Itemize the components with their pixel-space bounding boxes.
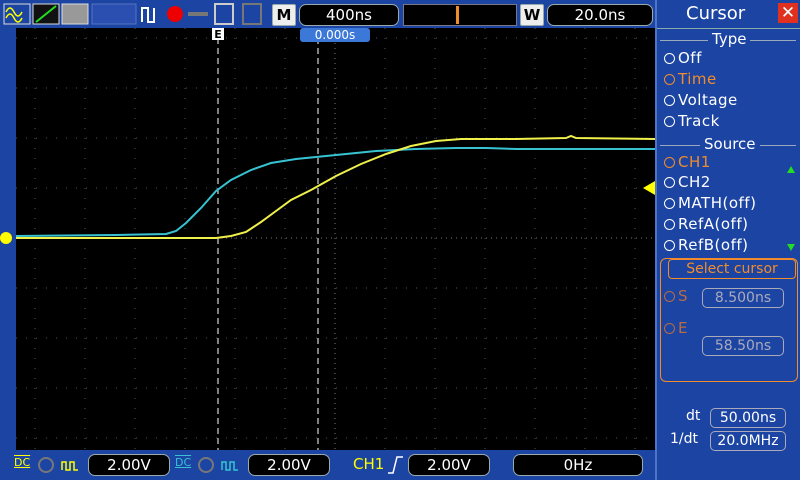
cursor-e-option[interactable]: E [664,319,688,337]
ch1-trace [16,134,655,239]
source-option[interactable]: RefA(off) [664,215,748,233]
ch1-scale: 2.00V [88,454,170,476]
menu-title: Cursor [686,3,746,24]
frequency: 0Hz [513,454,643,476]
ch1-icons [38,457,78,473]
trigger-level: 2.00V [408,454,490,476]
source-option[interactable]: MATH(off) [664,194,756,212]
ch2-scale: 2.00V [248,454,330,476]
timebase: 400ns [299,4,399,26]
memory-indicator [403,4,517,26]
cursor-marker-box [212,28,224,40]
inv-dt-label: 1/dt [670,431,698,447]
top-bar: M 400ns W 20.0ns [0,0,655,28]
select-cursor-group [660,258,798,382]
trigger-position-box [300,28,370,42]
ch1-marker [0,232,12,244]
trigger-source: CH1 [353,455,385,473]
scroll-arrows [787,166,795,251]
cursor-s-value: 8.500ns [702,288,784,308]
trigger-level-marker [643,181,655,195]
inv-dt-value: 20.0MHz [710,431,786,451]
cursor-s-option[interactable]: S [664,287,688,305]
cursor-marker: E [214,28,222,41]
type-option[interactable]: Time [664,70,717,88]
ch2-coupling: DC [175,456,192,469]
status-icons [3,3,262,25]
source-label: Source [700,135,760,153]
timebase-mode: M [272,4,296,26]
window-timebase: 20.0ns [547,4,653,26]
close-button[interactable]: ✕ [778,3,798,23]
window-mode: W [520,4,544,26]
type-option[interactable]: Track [664,112,720,130]
cursor-e-value: 58.50ns [702,336,784,356]
type-label: Type [708,30,751,48]
type-option[interactable]: Off [664,49,702,67]
ch1-coupling: DC [14,456,31,469]
source-option[interactable]: CH1 [664,153,711,171]
menu-panel [655,0,800,480]
dt-label: dt [686,408,701,424]
bottom-bar: DC 2.00V DC 2.00V CH1 2.00V 0Hz [0,450,655,480]
ch2-trace [16,147,655,237]
source-option[interactable]: CH2 [664,173,711,191]
ch2-icons [198,457,238,473]
select-cursor-label: Select cursor [668,259,796,279]
trigger-position: 0.000s [315,28,356,42]
source-option[interactable]: RefB(off) [664,236,749,254]
trigger-edge [388,456,403,474]
waveform-display: 0.000s E [16,28,655,450]
type-option[interactable]: Voltage [664,91,738,109]
dt-value: 50.00ns [710,408,786,428]
